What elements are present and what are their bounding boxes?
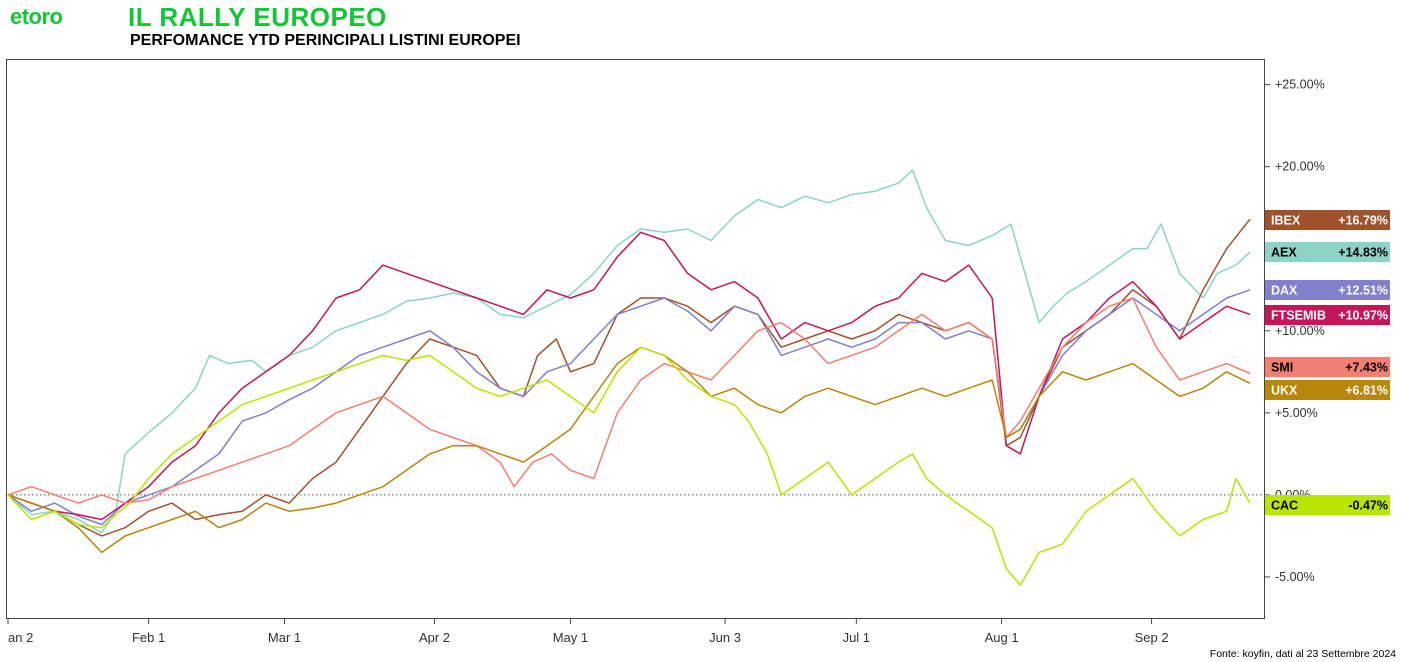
end-label-name: IBEX: [1271, 214, 1301, 228]
end-label-value: -0.47%: [1348, 499, 1388, 513]
end-label-badge: [1265, 242, 1390, 262]
end-label-badge: [1265, 210, 1390, 230]
x-tick-label: May 1: [553, 630, 588, 645]
series-layer: [7, 169, 1251, 586]
end-label-badge: [1265, 380, 1390, 400]
end-label-value: +14.83%: [1338, 246, 1388, 260]
end-label-name: FTSEMIB: [1271, 309, 1326, 323]
series-line-cac: [7, 346, 1251, 586]
end-label-dax: DAX +12.51%: [1265, 280, 1390, 300]
chart-title: IL RALLY EUROPEO: [128, 2, 387, 32]
series-line-dax: [7, 289, 1251, 526]
x-tick-label: Mar 1: [268, 630, 301, 645]
series-line-smi: [7, 297, 1251, 504]
x-tick-label: Sep 2: [1135, 630, 1169, 645]
end-label-name: SMI: [1271, 361, 1293, 375]
end-label-badge: [1265, 495, 1390, 515]
x-axis-labels: an 2 Feb 1 Mar 1 Apr 2 May 1 Jun 3 Jul 1 Aug 1 S…: [7, 619, 1169, 645]
end-label-smi: SMI +7.43%: [1265, 357, 1390, 377]
chart-subtitle: PERFOMANCE YTD PERINCIPALI LISTINI EUROP…: [130, 32, 521, 49]
series-line-aex: [7, 169, 1251, 534]
end-label-value: +16.79%: [1338, 214, 1388, 228]
end-label-badge: [1265, 280, 1390, 300]
y-tick-label: +20.00%: [1275, 160, 1325, 174]
x-tick-label: Jul 1: [843, 630, 870, 645]
end-label-value: +10.97%: [1338, 309, 1388, 323]
y-tick-label: +25.00%: [1275, 78, 1325, 92]
source-note: Fonte: koyfin, dati al 23 Settembre 2024: [1209, 648, 1396, 660]
end-label-name: CAC: [1271, 499, 1298, 513]
end-labels: AEX +14.83%IBEX +16.79%DAX +12.51%FTSEMIB +1…: [1265, 210, 1390, 515]
end-label-name: UKX: [1271, 384, 1298, 398]
end-label-ftsemib: FTSEMIB +10.97%: [1265, 305, 1390, 325]
x-tick-label: Apr 2: [419, 630, 450, 645]
x-tick-label: Jun 3: [709, 630, 741, 645]
x-tick-label: an 2: [8, 630, 33, 645]
etoro-logo: etoro: [10, 4, 63, 29]
end-label-cac: CAC -0.47%: [1265, 495, 1390, 515]
plot-frame: [6, 59, 1265, 619]
end-label-ukx: UKX +6.81%: [1265, 380, 1390, 400]
end-label-value: +7.43%: [1345, 361, 1388, 375]
end-label-aex: AEX +14.83%: [1265, 242, 1390, 262]
end-label-name: AEX: [1271, 246, 1297, 260]
end-label-value: +12.51%: [1338, 284, 1388, 298]
end-label-badge: [1265, 305, 1390, 325]
y-axis-labels: +25.00%+20.00%+10.00%+5.00%0.00%-5.00%: [1265, 78, 1325, 584]
y-tick-label: +10.00%: [1275, 324, 1325, 338]
end-label-value: +6.81%: [1345, 384, 1388, 398]
x-tick-label: Feb 1: [132, 630, 165, 645]
end-label-badge: [1265, 357, 1390, 377]
series-line-ukx: [7, 346, 1251, 554]
end-label-name: DAX: [1271, 284, 1298, 298]
y-tick-label: +5.00%: [1275, 406, 1318, 420]
y-tick-label: -5.00%: [1275, 570, 1315, 584]
end-label-ibex: IBEX +16.79%: [1265, 210, 1390, 230]
series-line-ftsemib: [7, 231, 1251, 521]
series-line-ibex: [7, 218, 1251, 537]
x-tick-label: Aug 1: [985, 630, 1019, 645]
